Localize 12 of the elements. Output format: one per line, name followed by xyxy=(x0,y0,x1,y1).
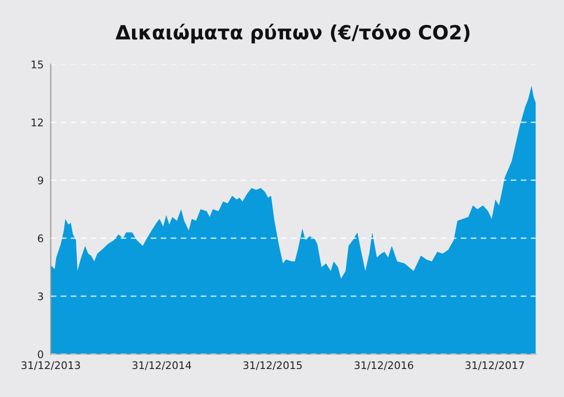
y-tick-label: 6 xyxy=(38,234,44,242)
chart-title: Δικαιώματα ρύπων (€/τόνο CO2) xyxy=(116,24,470,44)
y-tick-label: 9 xyxy=(38,176,44,184)
y-tick-label: 15 xyxy=(32,60,43,68)
x-tick-label: 31/12/2015 xyxy=(243,361,302,370)
x-tick-label: 31/12/2016 xyxy=(354,361,414,370)
y-tick-label: 3 xyxy=(38,292,43,300)
x-tick-label: 31/12/2017 xyxy=(466,361,524,370)
y-tick-label: 12 xyxy=(32,118,43,126)
x-tick-label: 31/12/2014 xyxy=(132,361,192,370)
x-tick-label: 31/12/2013 xyxy=(22,361,80,370)
y-tick-label: 0 xyxy=(38,350,44,358)
